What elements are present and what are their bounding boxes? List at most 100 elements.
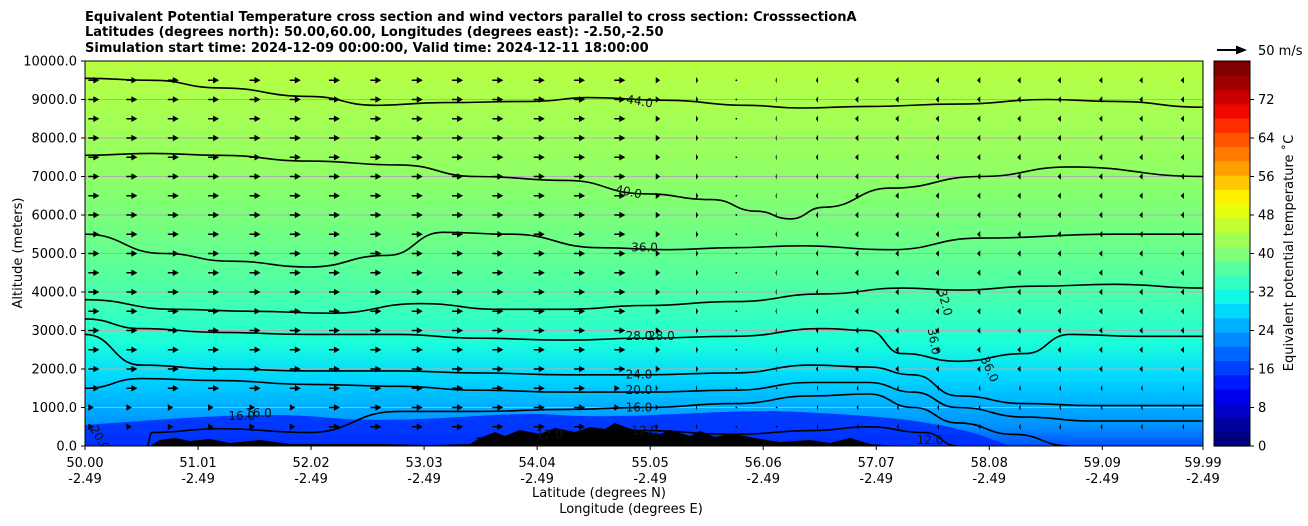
wind-vector (614, 231, 626, 238)
wind-vector (249, 96, 261, 103)
wind-vector (249, 346, 261, 353)
wind-vector (533, 96, 545, 103)
wind-vector (1017, 365, 1021, 373)
wind-vector (88, 134, 100, 142)
wind-vector (1057, 134, 1061, 142)
wind-vector (655, 77, 661, 84)
wind-vector (855, 231, 859, 238)
x-tick-lat-0: 50.00 (66, 456, 103, 471)
wind-vector (775, 327, 777, 334)
wind-vector (1140, 404, 1143, 411)
wind-vector (492, 154, 504, 161)
wind-vector (289, 269, 301, 276)
contour-label-3: 28.0 (626, 329, 653, 343)
wind-vector (696, 327, 699, 334)
wind-vector (328, 423, 340, 430)
wind-vector (126, 77, 138, 84)
contour-44.0 (85, 77, 1203, 109)
wind-vector (935, 365, 939, 373)
colorbar-band-6 (1214, 346, 1250, 362)
contour-label-4: 28.0 (648, 329, 675, 343)
wind-vector (88, 192, 100, 199)
wind-vector (614, 404, 620, 411)
wind-vector (126, 385, 138, 392)
wind-vector (614, 173, 626, 180)
wind-vector (895, 192, 899, 199)
wind-vector (249, 385, 261, 392)
wind-vector (976, 327, 981, 334)
wind-vector (452, 365, 464, 373)
wind-vector (614, 211, 626, 219)
wind-vector (533, 250, 545, 257)
wind-vector (735, 137, 738, 139)
contour-12.0 (476, 425, 958, 446)
x-tick-lon-10: -2.49 (1186, 472, 1220, 487)
wind-vector (775, 425, 778, 428)
wind-vector (167, 154, 179, 161)
wind-vector (655, 96, 661, 103)
title-line-1: Equivalent Potential Temperature cross s… (85, 10, 857, 25)
wind-vector (775, 154, 777, 161)
wind-vector (655, 250, 661, 257)
wind-vector (289, 250, 301, 257)
wind-vector (896, 385, 899, 392)
wind-vector (855, 173, 859, 180)
wind-vector (976, 346, 981, 353)
title-line-3: Simulation start time: 2024-12-09 00:00:… (85, 41, 649, 56)
wind-vector (492, 308, 504, 315)
wind-vector (208, 115, 220, 122)
wind-vector (167, 327, 179, 334)
wind-vector (696, 404, 698, 411)
wind-vector (533, 404, 545, 411)
wind-vector (452, 115, 464, 122)
wind-vector (655, 423, 658, 430)
wind-vector (208, 211, 220, 219)
wind-vector (1098, 192, 1103, 199)
wind-vector (935, 154, 939, 161)
wind-vector (208, 327, 220, 334)
wind-vector (655, 115, 661, 122)
wind-vector (208, 192, 220, 199)
wind-vector (1098, 269, 1103, 276)
wind-vector (533, 385, 545, 392)
wind-vector (614, 134, 626, 142)
wind-vector (574, 192, 586, 199)
wind-vector (370, 327, 382, 334)
wind-vector (696, 423, 698, 430)
wind-vector (289, 288, 301, 296)
wind-vector (935, 269, 939, 276)
wind-vector (249, 365, 261, 373)
wind-vector (328, 250, 340, 257)
wind-vector (614, 77, 626, 84)
wind-vector (1100, 423, 1103, 430)
wind-vector (574, 250, 586, 257)
wind-vector (289, 423, 296, 430)
wind-vector (976, 288, 981, 296)
wind-vector (492, 173, 504, 180)
wind-vector (1098, 346, 1103, 353)
wind-vector (775, 192, 777, 199)
wind-vector (935, 96, 939, 103)
wind-vector (249, 115, 261, 122)
wind-vector (895, 96, 899, 103)
y-tick-label-8: 8000.0 (32, 132, 78, 147)
wind-vector (1017, 173, 1021, 180)
wind-vector (735, 348, 738, 351)
wind-vector (208, 250, 220, 257)
x-tick-lon-9: -2.49 (1085, 472, 1119, 487)
wind-vector (574, 231, 586, 238)
colorbar-band-3 (1214, 388, 1250, 404)
wind-vector (289, 346, 301, 353)
wind-vector (1057, 115, 1061, 122)
wind-vector (574, 115, 586, 122)
wind-vector (976, 365, 981, 373)
y-tick-label-6: 6000.0 (32, 209, 78, 224)
wind-vector (1017, 288, 1021, 296)
wind-vector (696, 365, 699, 373)
wind-vector (492, 288, 504, 296)
wind-vector (1180, 365, 1184, 373)
chart-title: Equivalent Potential Temperature cross s… (85, 10, 857, 56)
wind-vector (614, 96, 626, 103)
wind-vector (775, 134, 777, 142)
wind-vector (815, 211, 819, 219)
